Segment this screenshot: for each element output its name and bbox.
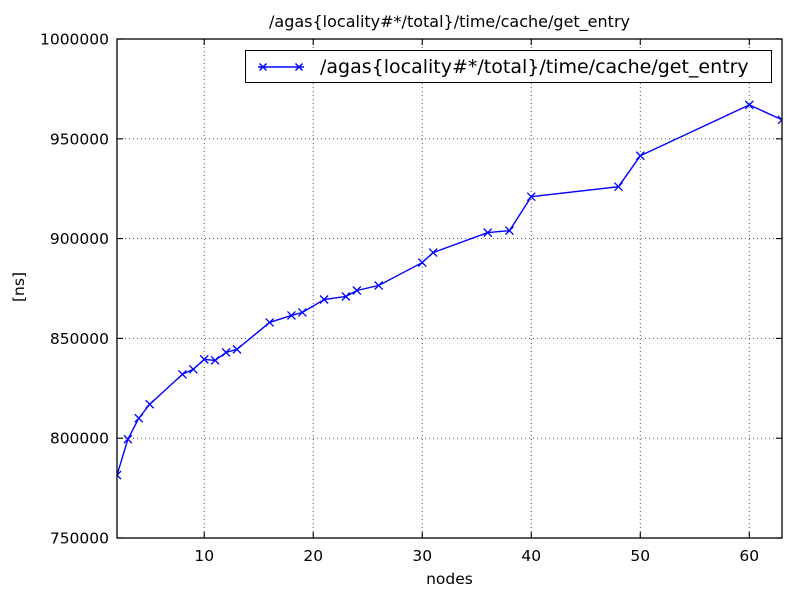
grid [117,39,782,538]
data-series [117,100,782,480]
data-point-marker [777,118,782,125]
data-point-marker [319,295,329,304]
data-point-marker [134,413,144,423]
y-tick-label: 850000 [50,330,109,348]
legend: /agas{locality#*/total}/time/cache/get_e… [245,50,772,83]
data-line [117,104,782,476]
chart-title: /agas{locality#*/total}/time/cache/get_e… [269,12,630,31]
data-point-marker [265,317,275,327]
legend-sample-markers [259,62,303,71]
data-point-marker [145,399,155,409]
data-point-marker [117,470,122,477]
data-point-marker [744,100,754,110]
data-point-marker [286,310,296,320]
y-tick-label: 800000 [50,430,109,448]
x-tick-label: 10 [194,547,214,565]
data-point-marker [483,228,493,238]
data-point-marker [123,434,133,444]
legend-label: /agas{locality#*/total}/time/cache/get_e… [320,55,749,78]
plot-border [116,38,783,539]
data-point-marker [526,192,536,202]
data-point-marker [177,369,187,379]
data-point-marker [232,344,242,354]
data-point-marker [297,307,307,317]
data-point-marker [117,474,122,480]
data-point-marker [352,286,362,295]
legend-line-sample [258,62,304,71]
data-point-marker [428,248,438,258]
y-tick-label: 1000000 [40,31,109,49]
data-point-marker [341,292,351,301]
x-tick-label: 30 [412,547,432,565]
x-tick-label: 50 [630,547,650,565]
data-point-marker [504,226,514,236]
x-tick-label: 40 [521,547,541,565]
x-axis-label: nodes [426,570,473,588]
data-point-marker [417,258,427,268]
y-tick-label: 900000 [50,230,109,248]
data-point-markers [117,100,782,480]
data-point-marker [635,151,645,161]
data-point-marker [210,355,220,365]
x-tick-label: 60 [739,547,759,565]
data-point-marker [221,347,231,357]
data-point-marker [777,115,782,121]
tick-labels: 750000 800000 850000 900000 950000 1000000 10 2… [40,31,759,566]
y-tick-label: 950000 [50,130,109,148]
x-tick-label: 20 [303,547,323,565]
y-tick-label: 750000 [50,530,109,548]
data-point-marker [614,182,623,192]
data-point-marker [188,364,198,374]
data-point-marker [199,354,209,364]
data-point-marker [374,281,384,290]
axis-ticks [117,38,782,539]
